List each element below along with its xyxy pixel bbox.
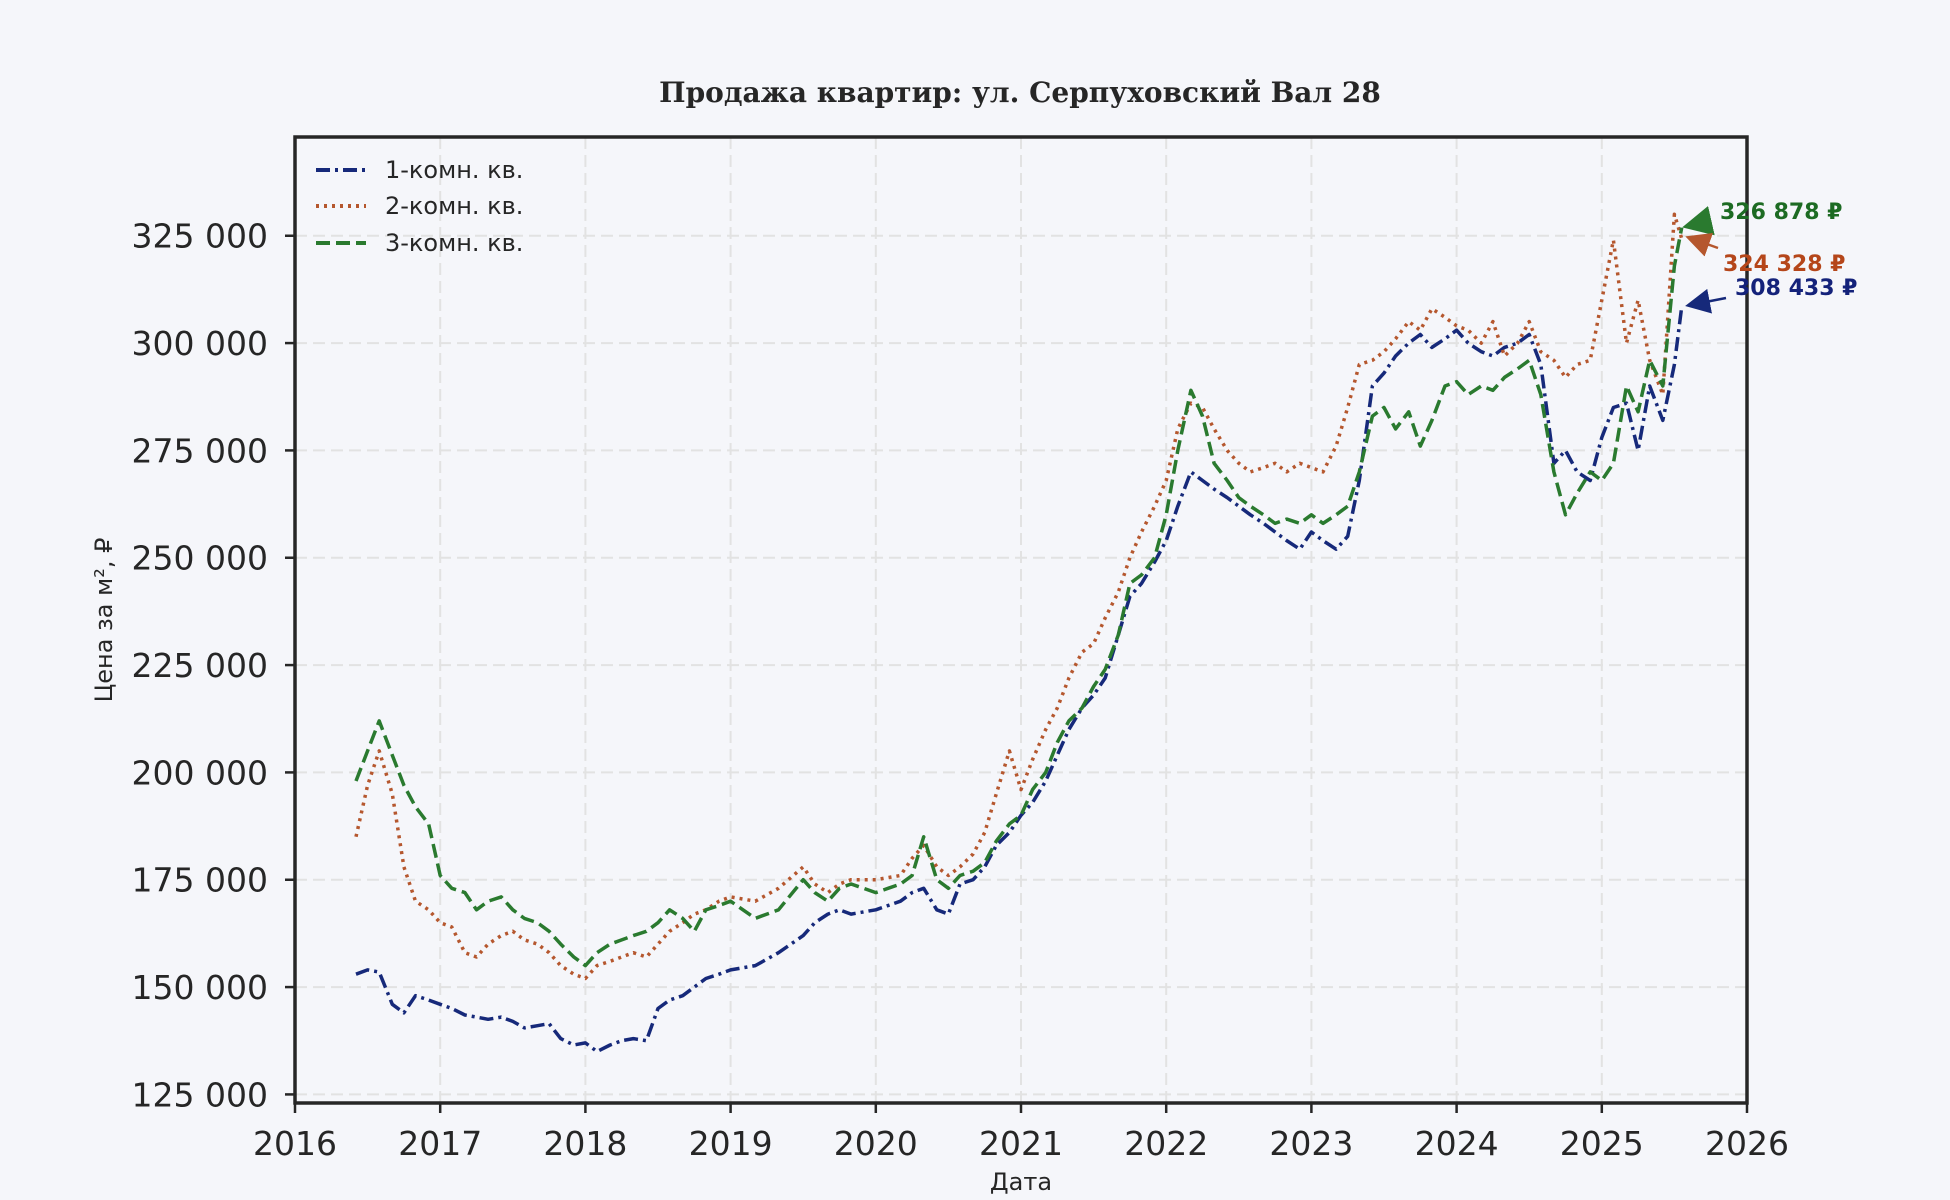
annotation-1room: 308 433 ₽ bbox=[1735, 276, 1857, 301]
x-tick-label: 2020 bbox=[834, 1124, 918, 1163]
x-tick-label: 2023 bbox=[1269, 1124, 1353, 1163]
legend-label-1room: 1-комн. кв. bbox=[385, 156, 523, 184]
y-tick-label: 275 000 bbox=[132, 431, 268, 470]
x-tick-label: 2026 bbox=[1705, 1124, 1789, 1163]
legend-label-3room: 3-комн. кв. bbox=[385, 229, 523, 257]
x-tick-label: 2018 bbox=[543, 1124, 627, 1163]
x-tick-label: 2017 bbox=[398, 1124, 482, 1163]
annotation-arrow-3room bbox=[1682, 206, 1715, 236]
axis-ticks: 2016 2017 2018 2019 2020 2021 2022 2023 2024 2025… bbox=[132, 217, 1789, 1163]
x-tick-label: 2025 bbox=[1560, 1124, 1644, 1163]
x-axis-label: Дата bbox=[990, 1168, 1052, 1196]
grid bbox=[294, 137, 1748, 1103]
plot-area bbox=[295, 137, 1747, 1103]
chart-title: Продажа квартир: ул. Серпуховский Вал 28 bbox=[659, 76, 1381, 109]
y-axis-label: Цена за м², ₽ bbox=[90, 538, 118, 703]
series-line-2room bbox=[354, 212, 1684, 981]
legend: 1-комн. кв. 2-комн. кв. 3-комн. кв. bbox=[316, 156, 523, 257]
annotation-arrow-2room bbox=[1685, 232, 1719, 257]
y-tick-label: 150 000 bbox=[132, 968, 268, 1007]
y-tick-label: 175 000 bbox=[132, 861, 268, 900]
x-tick-label: 2024 bbox=[1415, 1124, 1499, 1163]
annotation-3room: 326 878 ₽ bbox=[1720, 200, 1842, 225]
x-tick-label: 2022 bbox=[1124, 1124, 1208, 1163]
y-tick-label: 125 000 bbox=[132, 1075, 268, 1114]
annotation-arrow-1room bbox=[1685, 288, 1727, 314]
series-line-1room bbox=[355, 306, 1684, 1054]
series-line-3room bbox=[354, 227, 1684, 968]
end-annotations: 326 878 ₽ 324 328 ₽ 308 433 ₽ bbox=[1682, 200, 1857, 314]
legend-label-2room: 2-комн. кв. bbox=[385, 192, 523, 220]
x-tick-label: 2021 bbox=[979, 1124, 1063, 1163]
x-tick-label: 2016 bbox=[253, 1124, 337, 1163]
y-tick-label: 250 000 bbox=[132, 539, 268, 578]
y-tick-label: 325 000 bbox=[132, 217, 268, 256]
y-tick-label: 225 000 bbox=[132, 646, 268, 685]
x-tick-label: 2019 bbox=[689, 1124, 773, 1163]
y-tick-label: 300 000 bbox=[132, 324, 268, 363]
y-tick-label: 200 000 bbox=[132, 753, 268, 792]
series-group bbox=[354, 212, 1684, 1054]
annotation-2room: 324 328 ₽ bbox=[1723, 252, 1845, 277]
